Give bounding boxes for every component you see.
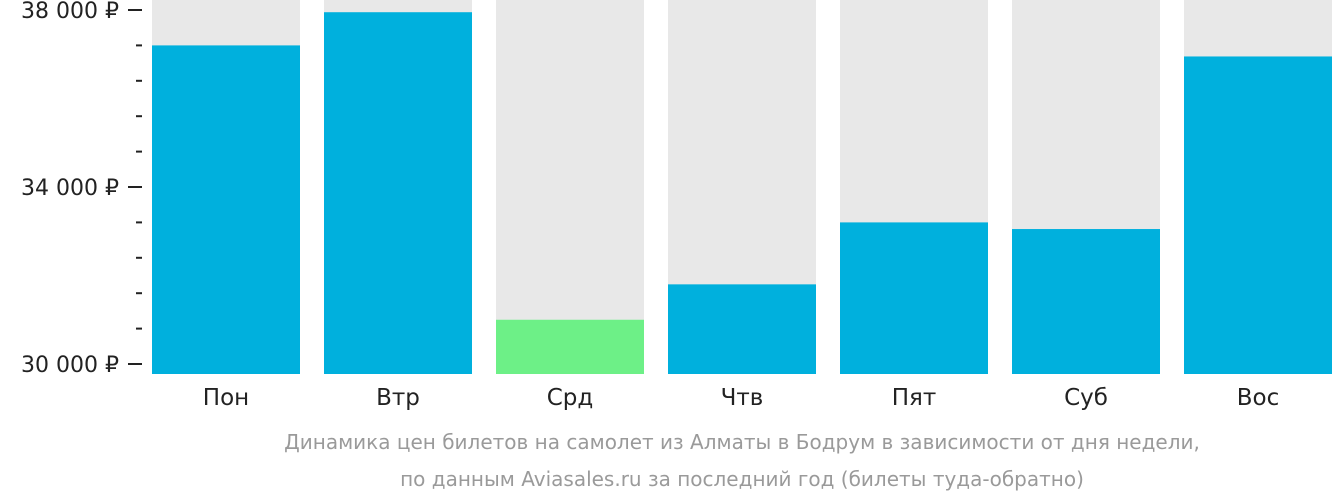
bar-1 xyxy=(152,45,300,375)
bar-2 xyxy=(324,12,472,375)
bar-background-3 xyxy=(496,0,644,374)
chart-caption-line-1: Динамика цен билетов на самолет из Алмат… xyxy=(284,430,1200,454)
bar-4 xyxy=(668,284,816,374)
bar-3 xyxy=(496,319,644,374)
x-tick-label: Пят xyxy=(892,385,937,411)
bar-7 xyxy=(1184,56,1332,375)
x-tick-label: Суб xyxy=(1064,385,1108,411)
price-by-weekday-chart: 30 000 ₽ 34 000 ₽ 38 000 ₽ Пон Втр Срд Чтв Пят… xyxy=(21,0,1332,411)
x-tick-label: Чтв xyxy=(721,385,764,411)
x-tick-label: Втр xyxy=(376,385,420,411)
x-tick-label: Срд xyxy=(547,385,594,411)
chart-caption-line-2: по данным Aviasales.ru за последний год … xyxy=(400,467,1084,491)
x-tick-label: Пон xyxy=(203,385,249,411)
x-tick-label: Вос xyxy=(1237,385,1280,411)
y-tick-label: 30 000 ₽ xyxy=(21,353,119,378)
bar-6 xyxy=(1012,229,1160,374)
y-tick-label: 34 000 ₽ xyxy=(21,176,119,201)
y-tick-label: 38 000 ₽ xyxy=(21,0,119,24)
bar-5 xyxy=(840,222,988,374)
